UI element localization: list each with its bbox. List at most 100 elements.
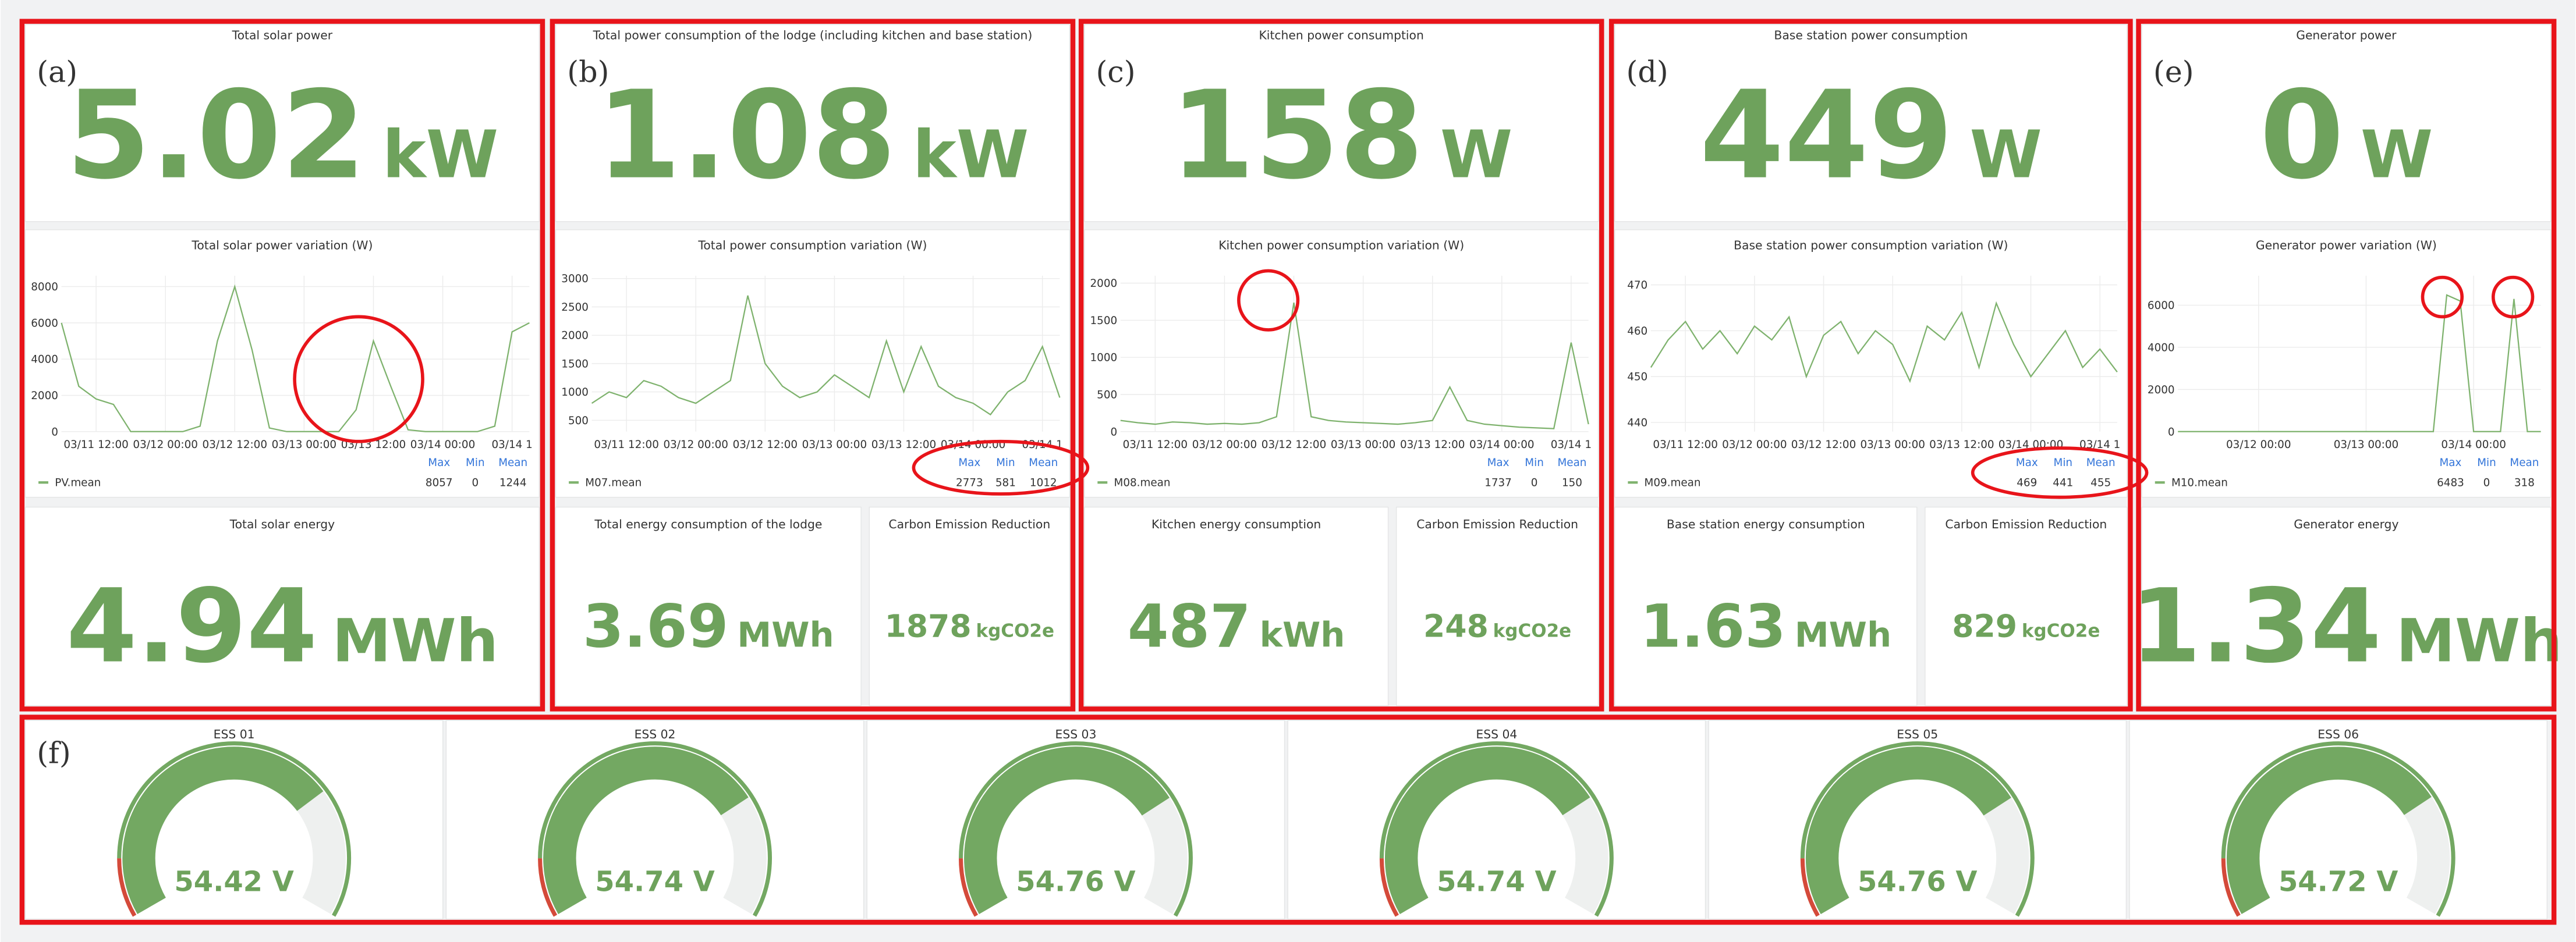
gauge-threshold — [117, 741, 352, 917]
value: 4.94 — [66, 568, 317, 686]
legend-header: Mean — [1029, 457, 1058, 469]
panel-title: Kitchen energy consumption — [1151, 517, 1321, 531]
panel-title: ESS 02 — [635, 727, 676, 741]
y-tick-label: 2000 — [561, 330, 589, 342]
gauge-value — [1805, 747, 2011, 915]
legend-value: 150 — [1562, 477, 1582, 489]
series-line — [61, 284, 530, 432]
panel — [2141, 229, 2552, 498]
x-tick-label: 03/14 00:00 — [1469, 439, 1534, 451]
x-tick-label: 03/12 12:00 — [1262, 439, 1326, 451]
y-tick-label: 1000 — [1090, 352, 1118, 364]
legend-value: 0 — [1531, 477, 1538, 489]
legend-header: Mean — [2510, 457, 2539, 469]
energy-value: 3.69 MWh — [583, 592, 834, 660]
y-tick-label: 3000 — [561, 273, 589, 285]
gauge-label: 54.76 V — [1016, 866, 1135, 898]
panel-title: ESS 03 — [1055, 727, 1097, 741]
x-tick-label: 03/11 12:00 — [1123, 439, 1188, 451]
legend-label: M08.mean — [1114, 477, 1171, 489]
panel — [1614, 24, 2128, 222]
panel-letter: (e) — [2153, 55, 2194, 89]
panel-title: Total power consumption of the lodge (in… — [593, 29, 1033, 42]
gauge-threshold — [1800, 858, 1820, 917]
gauge-threshold — [2221, 741, 2455, 917]
value: 829 — [1952, 607, 2017, 644]
panel-letter: (b) — [567, 55, 609, 89]
annotation-frame — [19, 19, 545, 712]
panel-title: Carbon Emission Reduction — [1945, 517, 2107, 531]
panel — [1395, 506, 1599, 706]
series-line — [1120, 302, 1589, 429]
panel — [555, 24, 1071, 222]
panel-title: Total power consumption variation (W) — [697, 239, 927, 253]
y-tick-label: 440 — [1627, 417, 1647, 429]
value: 1.08 — [597, 65, 897, 207]
carbon-value: 829 kgCO2e — [1952, 607, 2100, 644]
panel-title: Kitchen power consumption — [1259, 29, 1423, 42]
legend-header: Min — [2054, 457, 2073, 469]
value: 3.69 — [583, 592, 729, 660]
stat-value: 5.02 kW — [66, 65, 499, 207]
annotation-frame — [19, 715, 2557, 925]
panel-title: Generator power — [2296, 29, 2397, 42]
panel-title: Base station power consumption variation… — [1734, 239, 2008, 253]
panel-title: ESS 04 — [1476, 727, 1517, 741]
panel — [555, 506, 862, 706]
stat-value: 1.08 kW — [597, 65, 1029, 207]
x-tick-label: 03/13 00:00 — [272, 439, 336, 451]
annotation-frame — [1608, 19, 2133, 712]
panel-title: Kitchen power consumption variation (W) — [1218, 239, 1464, 253]
panel-title: ESS 06 — [2318, 727, 2359, 741]
gauge-label: 54.74 V — [595, 866, 714, 898]
stat-value: 449 W — [1700, 65, 2042, 207]
gauge-threshold — [117, 858, 137, 917]
y-tick-label: 0 — [2168, 426, 2175, 438]
series-line — [591, 295, 1061, 416]
panel-title: Generator energy — [2294, 517, 2398, 531]
panel-title: Total energy consumption of the lodge — [594, 517, 822, 531]
x-tick-label: 03/12 00:00 — [663, 439, 728, 451]
y-tick-label: 2500 — [561, 301, 589, 314]
value: 1.63 — [1640, 592, 1786, 660]
legend-value: 0 — [2483, 477, 2490, 489]
panel-title: Generator power variation (W) — [2256, 239, 2437, 253]
panel — [1925, 506, 2128, 706]
value: 158 — [1170, 65, 1424, 207]
value: 0 — [2259, 65, 2344, 207]
x-tick-label: 03/14 1 — [491, 439, 532, 451]
x-tick-label: 03/13 12:00 — [1929, 439, 1994, 451]
x-tick-label: 03/13 00:00 — [1331, 439, 1395, 451]
series-line — [1650, 301, 2118, 383]
y-tick-label: 6000 — [31, 317, 58, 329]
gauge-value — [964, 747, 1170, 915]
legend-header: Mean — [1557, 457, 1586, 469]
panel-title: Total solar power — [232, 29, 333, 42]
unit: kWh — [1260, 614, 1345, 655]
value: 449 — [1700, 65, 1954, 207]
unit: kW — [913, 116, 1029, 193]
legend-header: Max — [2016, 457, 2038, 469]
gauge-threshold — [538, 858, 558, 917]
legend-value: 1737 — [1484, 477, 1512, 489]
energy-value: 4.94 MWh — [66, 568, 498, 686]
legend-header: Max — [958, 457, 980, 469]
panel — [24, 24, 540, 222]
gauge-threshold — [538, 741, 772, 917]
panel-title: Carbon Emission Reduction — [888, 517, 1050, 531]
panel-title: ESS 01 — [214, 727, 255, 741]
panel-title: Carbon Emission Reduction — [1416, 517, 1578, 531]
panel-letter: (f) — [37, 736, 70, 770]
x-tick-label: 03/11 12:00 — [1653, 439, 1717, 451]
y-tick-label: 470 — [1627, 279, 1647, 292]
y-tick-label: 2000 — [2148, 384, 2175, 396]
unit: MWh — [737, 614, 834, 655]
panel — [1084, 24, 1599, 222]
panel-title: ESS 05 — [1897, 727, 1938, 741]
annotation-frame — [2136, 19, 2557, 712]
x-tick-label: 03/14 1 — [1551, 439, 1592, 451]
legend-value: 1244 — [499, 477, 527, 489]
panel — [1084, 506, 1389, 706]
